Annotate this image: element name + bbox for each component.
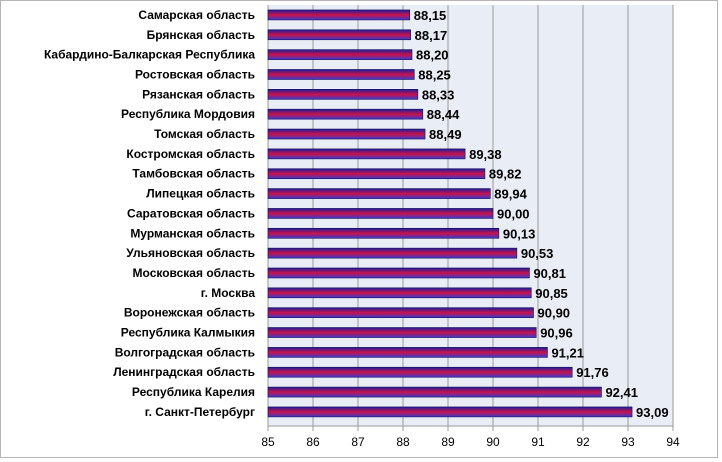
bar — [267, 108, 424, 120]
data-label: 90,85 — [535, 286, 568, 301]
category-label: Волгоградская область — [115, 345, 255, 359]
category-label: Ленинградская область — [113, 365, 255, 379]
category-label: г. Санкт-Петербург — [145, 405, 255, 419]
data-label: 91,21 — [551, 345, 584, 360]
bar — [267, 128, 426, 140]
bars — [267, 9, 633, 418]
data-label: 93,09 — [636, 405, 669, 420]
bar — [267, 327, 537, 338]
x-tick-label: 91 — [531, 435, 545, 449]
data-label: 89,38 — [469, 147, 502, 162]
bar — [267, 89, 419, 100]
data-label: 88,15 — [414, 8, 447, 23]
bar — [267, 49, 413, 60]
bar — [267, 386, 602, 398]
data-label: 88,49 — [429, 127, 462, 142]
category-label: Костромская область — [126, 147, 255, 161]
bar — [267, 366, 573, 378]
data-labels: 88,15 88,17 88,20 88,25 88,33 88,44 88,49 89,38… — [414, 8, 669, 420]
category-label: Тамбовская область — [132, 167, 255, 181]
x-tick-label: 86 — [306, 435, 320, 449]
category-labels: Самарская область Брянская область Кабарди… — [44, 8, 255, 419]
data-label: 89,94 — [494, 187, 527, 202]
category-label: г. Москва — [201, 286, 256, 300]
data-label: 90,53 — [521, 246, 554, 261]
bar — [267, 168, 486, 180]
data-label: 88,17 — [415, 28, 448, 43]
bar — [267, 267, 530, 279]
data-label: 90,90 — [538, 306, 571, 321]
category-label: Ульяновская область — [126, 246, 255, 260]
x-tick-label: 90 — [486, 435, 500, 449]
bar — [267, 69, 415, 80]
data-label: 88,33 — [422, 87, 455, 102]
data-label: 88,25 — [418, 67, 451, 82]
category-label: Рязанская область — [142, 87, 255, 101]
bar — [267, 188, 491, 199]
category-label: Кабардино-Балкарская Республика — [44, 48, 255, 62]
category-label: Самарская область — [138, 8, 255, 22]
x-tick-label: 94 — [666, 435, 680, 449]
bar — [267, 9, 411, 21]
category-label: Республика Мордовия — [121, 107, 255, 121]
bar — [267, 227, 500, 239]
category-label: Московская область — [133, 266, 255, 280]
bar — [267, 347, 548, 358]
category-label: Саратовская область — [127, 206, 255, 220]
bar — [267, 29, 411, 41]
category-label: Мурманская область — [130, 226, 255, 240]
bar — [267, 247, 518, 259]
data-label: 89,82 — [489, 167, 522, 182]
category-label: Ростовская область — [135, 67, 255, 81]
x-tick-label: 87 — [351, 435, 365, 449]
data-label: 90,00 — [497, 206, 530, 221]
bar — [267, 148, 466, 160]
data-label: 90,81 — [533, 266, 566, 281]
x-axis-tick-labels: 85 86 87 88 89 90 91 92 93 94 — [261, 435, 680, 449]
data-label: 92,41 — [605, 385, 638, 400]
category-label: Липецкая область — [146, 187, 255, 201]
x-tick-label: 92 — [576, 435, 590, 449]
category-label: Воронежская область — [124, 306, 255, 320]
data-label: 88,44 — [427, 107, 460, 122]
bar — [267, 406, 633, 418]
data-label: 90,96 — [540, 326, 573, 341]
x-tick-label: 89 — [441, 435, 455, 449]
category-label: Республика Карелия — [132, 385, 255, 399]
bar — [267, 208, 494, 219]
category-label: Брянская область — [147, 28, 255, 42]
bar — [267, 307, 534, 318]
data-label: 91,76 — [576, 365, 609, 380]
category-label: Томская область — [154, 127, 255, 141]
x-tick-label: 85 — [261, 435, 275, 449]
x-tick-label: 93 — [621, 435, 635, 449]
data-label: 88,20 — [416, 48, 449, 63]
x-tick-label: 88 — [396, 435, 410, 449]
category-label: Республика Калмыкия — [121, 326, 255, 340]
bar — [267, 287, 532, 299]
data-label: 90,13 — [503, 226, 536, 241]
